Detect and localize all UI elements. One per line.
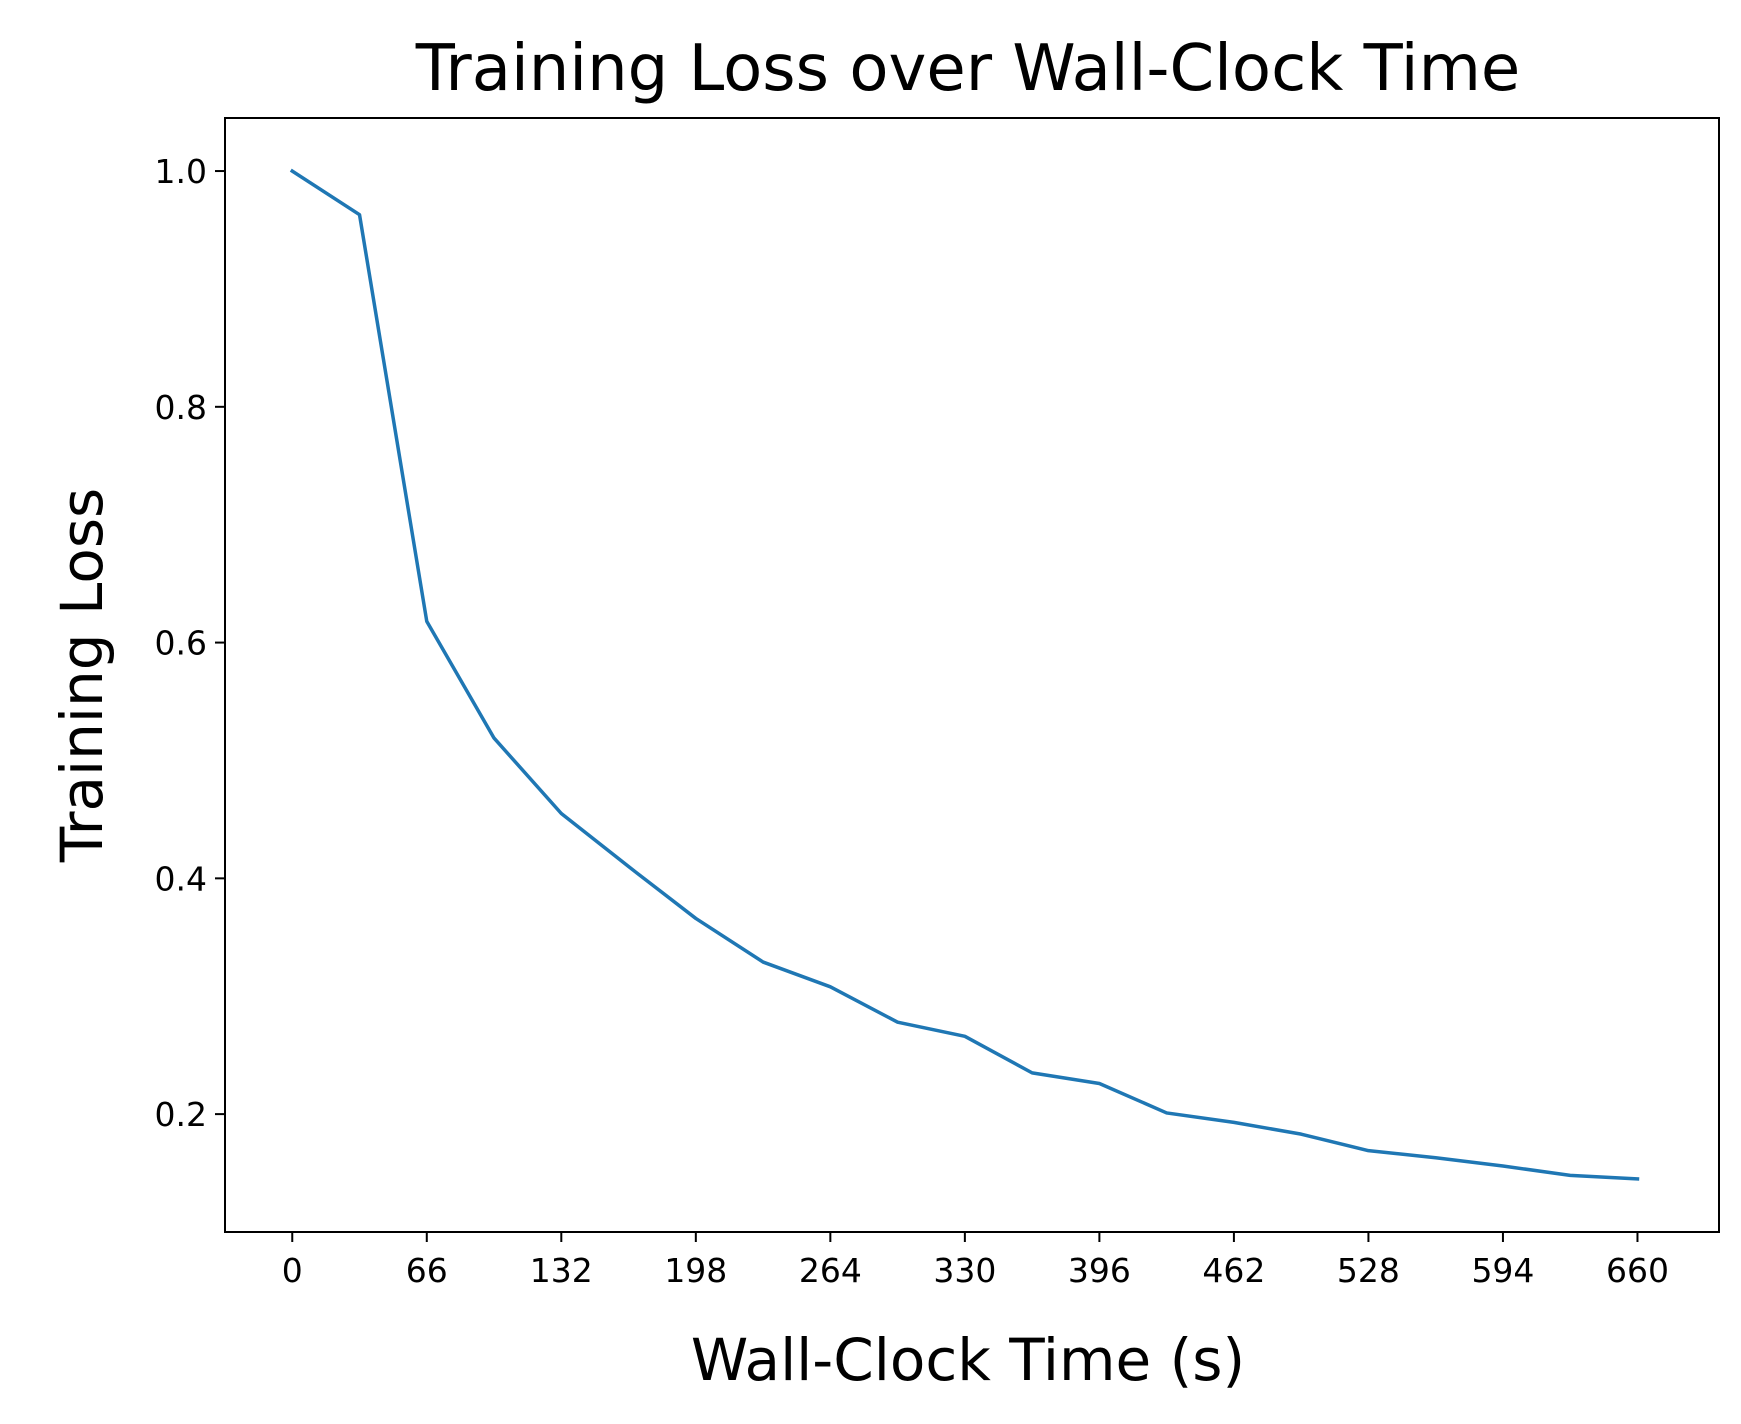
- y-tick-label: 0.2: [155, 1095, 207, 1134]
- x-tick-label: 660: [1606, 1251, 1669, 1290]
- x-tick-label: 0: [282, 1251, 303, 1290]
- x-tick-label: 132: [530, 1251, 593, 1290]
- x-axis: 0 66 132 198 264 330 396 462 528 594 660: [282, 1232, 1669, 1290]
- x-tick-label: 396: [1068, 1251, 1131, 1290]
- x-tick-label: 264: [799, 1251, 862, 1290]
- x-tick-label: 528: [1337, 1251, 1400, 1290]
- x-tick-label: 594: [1471, 1251, 1534, 1290]
- series-line-training-loss: [289, 168, 1640, 1181]
- x-tick-label: 66: [406, 1251, 448, 1290]
- plot-area: [224, 117, 1720, 1233]
- chart-title: Training Loss over Wall-Clock Time: [415, 32, 1521, 106]
- x-axis-label: Wall-Clock Time (s): [691, 1326, 1245, 1394]
- y-tick-label: 0.4: [155, 859, 207, 898]
- plot-frame: [224, 117, 1720, 1233]
- x-tick-label: 198: [664, 1251, 727, 1290]
- y-tick-label: 0.6: [155, 624, 207, 663]
- x-tick-label: 330: [933, 1251, 996, 1290]
- series-layer: [289, 168, 1640, 1181]
- y-axis-label: Training Loss: [48, 488, 116, 864]
- y-tick-label: 0.8: [155, 388, 207, 427]
- y-axis: 0.2 0.4 0.6 0.8 1.0: [155, 152, 225, 1134]
- y-tick-label: 1.0: [155, 152, 207, 191]
- x-tick-label: 462: [1202, 1251, 1265, 1290]
